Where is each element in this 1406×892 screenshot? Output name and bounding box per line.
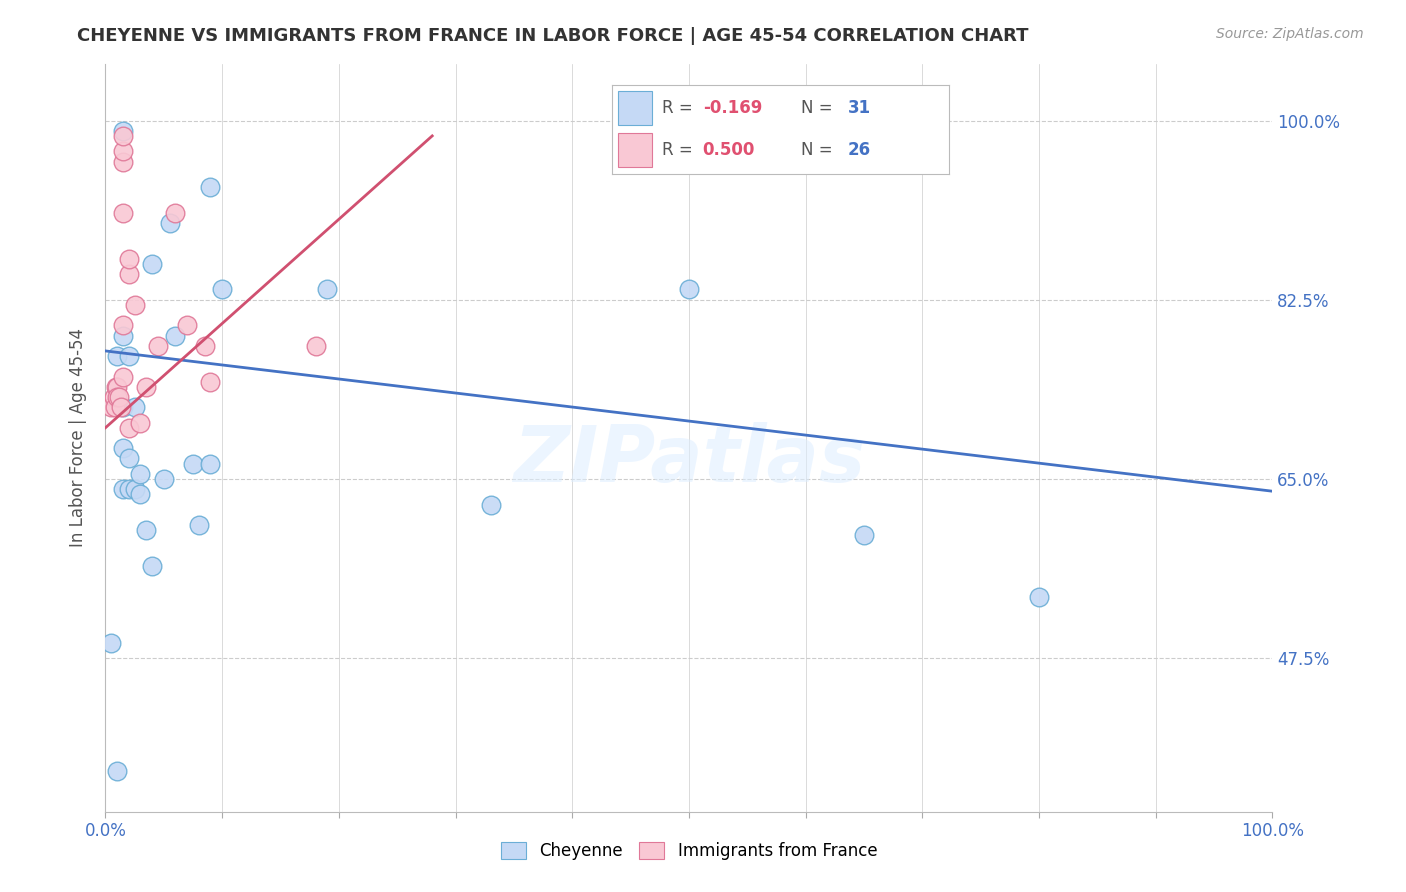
Point [104, 380, 127, 394]
Text: CHEYENNE VS IMMIGRANTS FROM FRANCE IN LABOR FORCE | AGE 45-54 CORRELATION CHART: CHEYENNE VS IMMIGRANTS FROM FRANCE IN LA… [77, 27, 1029, 45]
Point [124, 482, 146, 496]
Point [146, 339, 169, 353]
Point [111, 205, 134, 219]
Point [118, 482, 141, 496]
Point [100, 401, 122, 415]
Point [200, 180, 222, 194]
Point [141, 558, 163, 573]
Point [678, 283, 700, 297]
Point [105, 390, 128, 404]
Point [111, 154, 134, 169]
Point [181, 457, 204, 471]
Point [118, 349, 141, 363]
Point [316, 283, 339, 297]
Text: ZIPatlas: ZIPatlas [513, 423, 865, 499]
Point [211, 283, 233, 297]
Point [111, 128, 134, 143]
Point [105, 349, 128, 363]
Point [108, 390, 131, 404]
Y-axis label: In Labor Force | Age 45-54: In Labor Force | Age 45-54 [69, 328, 87, 548]
Point [165, 205, 187, 219]
Point [200, 375, 222, 389]
Point [852, 528, 875, 542]
Point [105, 380, 128, 394]
Point [135, 380, 157, 394]
Point [200, 457, 222, 471]
Point [118, 421, 141, 435]
Bar [619, 91, 652, 125]
Point [129, 467, 152, 481]
Text: R =: R = [662, 99, 699, 117]
Point [111, 401, 134, 415]
Point [105, 764, 128, 778]
Point [118, 267, 141, 281]
Text: N =: N = [800, 141, 838, 159]
Point [111, 369, 134, 384]
Point [111, 328, 134, 343]
Bar [619, 133, 652, 167]
Text: 26: 26 [848, 141, 870, 159]
Point [111, 145, 134, 159]
Point [100, 636, 122, 650]
Point [129, 416, 152, 430]
Point [141, 257, 163, 271]
Point [479, 498, 502, 512]
Point [159, 216, 181, 230]
Text: Source: ZipAtlas.com: Source: ZipAtlas.com [1216, 27, 1364, 41]
Text: 31: 31 [848, 99, 870, 117]
Point [153, 472, 174, 486]
Point [111, 482, 134, 496]
Point [1028, 590, 1050, 604]
Point [135, 523, 157, 537]
Point [124, 298, 146, 312]
Text: N =: N = [800, 99, 838, 117]
Point [176, 318, 198, 333]
Point [187, 518, 209, 533]
Point [104, 401, 127, 415]
Point [118, 252, 141, 266]
Text: R =: R = [662, 141, 699, 159]
Point [304, 339, 326, 353]
Point [118, 451, 141, 466]
Text: 0.500: 0.500 [703, 141, 755, 159]
Point [111, 441, 134, 455]
Point [129, 487, 152, 501]
Point [124, 401, 146, 415]
Point [165, 328, 187, 343]
Point [194, 339, 217, 353]
Point [103, 390, 125, 404]
Legend: Cheyenne, Immigrants from France: Cheyenne, Immigrants from France [494, 836, 884, 867]
Point [111, 124, 134, 138]
Text: -0.169: -0.169 [703, 99, 762, 117]
Point [110, 401, 132, 415]
Point [111, 318, 134, 333]
